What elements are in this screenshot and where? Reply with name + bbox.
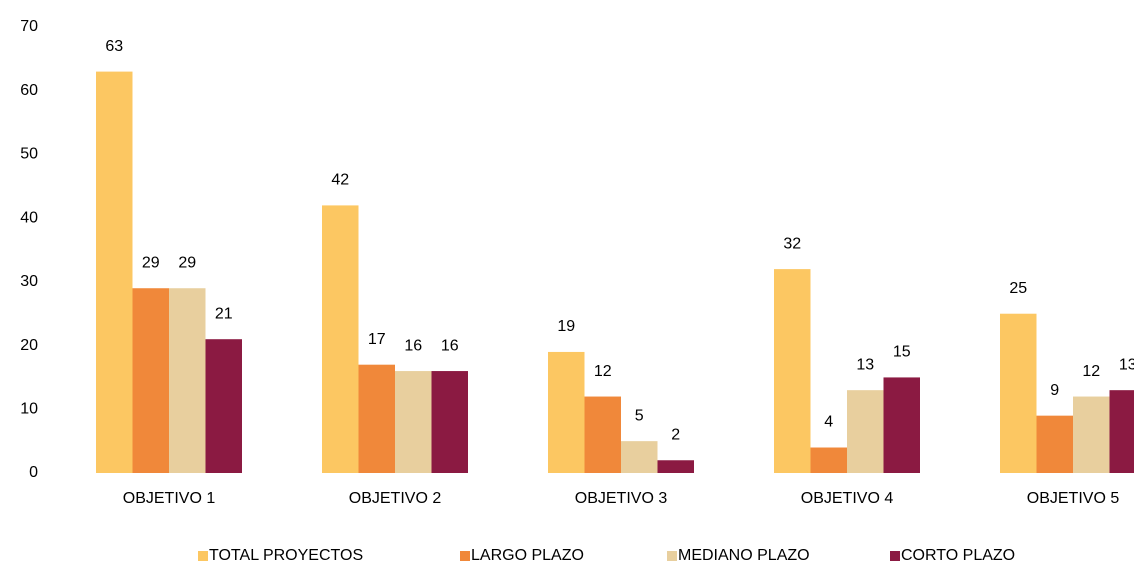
data-label: 63 — [105, 38, 123, 55]
legend-label: TOTAL PROYECTOS — [209, 547, 363, 564]
data-label: 16 — [441, 337, 459, 354]
y-tick-label: 10 — [20, 401, 38, 418]
legend-swatch — [198, 551, 208, 561]
y-tick-label: 60 — [20, 82, 38, 99]
bar — [205, 339, 242, 473]
legend-swatch — [890, 551, 900, 561]
data-label: 42 — [331, 172, 349, 189]
data-label: 4 — [824, 414, 833, 431]
bar — [322, 205, 359, 473]
data-label: 15 — [893, 344, 911, 361]
x-tick-label: OBJETIVO 2 — [349, 490, 442, 507]
data-label: 21 — [215, 305, 233, 322]
y-tick-label: 70 — [20, 18, 38, 35]
x-tick-label: OBJETIVO 5 — [1027, 490, 1120, 507]
legend-label: CORTO PLAZO — [901, 547, 1015, 564]
bar — [810, 447, 847, 473]
bar — [132, 288, 169, 473]
bar — [1109, 390, 1134, 473]
data-label: 13 — [1119, 356, 1134, 373]
data-label: 13 — [856, 356, 874, 373]
bar — [1073, 396, 1110, 473]
data-label: 2 — [671, 426, 680, 443]
y-tick-label: 20 — [20, 337, 38, 354]
bar — [169, 288, 206, 473]
bar — [774, 269, 811, 473]
bar — [395, 371, 432, 473]
legend-swatch — [460, 551, 470, 561]
data-label: 17 — [368, 331, 386, 348]
data-label: 9 — [1050, 382, 1059, 399]
y-tick-label: 30 — [20, 273, 38, 290]
x-tick-label: OBJETIVO 3 — [575, 490, 668, 507]
y-tick-label: 50 — [20, 146, 38, 163]
data-label: 5 — [635, 407, 644, 424]
x-tick-label: OBJETIVO 4 — [801, 490, 894, 507]
legend-label: MEDIANO PLAZO — [678, 547, 810, 564]
bar — [1036, 415, 1073, 473]
data-label: 29 — [178, 254, 196, 271]
bar — [584, 396, 621, 473]
legend-label: LARGO PLAZO — [471, 547, 584, 564]
bar — [96, 71, 133, 473]
y-tick-label: 40 — [20, 209, 38, 226]
bar — [621, 441, 658, 473]
bar — [431, 371, 468, 473]
data-label: 32 — [783, 235, 801, 252]
legend-swatch — [667, 551, 677, 561]
data-label: 29 — [142, 254, 160, 271]
data-label: 25 — [1009, 280, 1027, 297]
data-label: 12 — [1082, 363, 1100, 380]
data-label: 16 — [404, 337, 422, 354]
x-tick-label: OBJETIVO 1 — [123, 490, 216, 507]
bar — [657, 460, 694, 473]
bar — [358, 364, 395, 473]
bar — [883, 377, 920, 473]
bar — [548, 351, 585, 473]
bar — [1000, 313, 1037, 473]
data-label: 19 — [557, 318, 575, 335]
data-label: 12 — [594, 363, 612, 380]
bar — [847, 390, 884, 473]
y-tick-label: 0 — [29, 464, 38, 481]
